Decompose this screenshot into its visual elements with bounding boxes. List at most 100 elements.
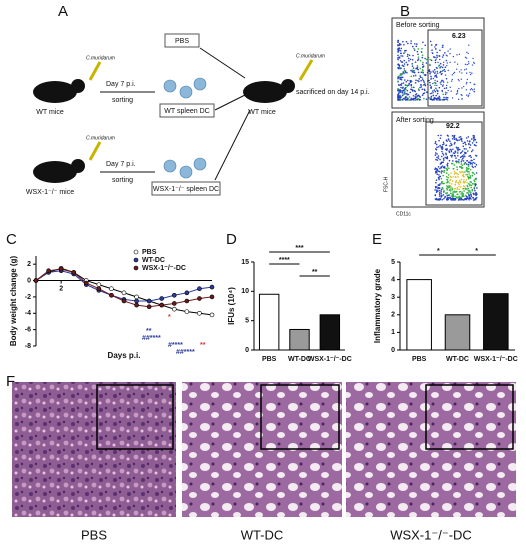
event-dot bbox=[451, 189, 454, 191]
event-dot bbox=[466, 184, 468, 187]
event-dot bbox=[446, 166, 449, 168]
event-dot bbox=[471, 72, 473, 74]
event-dot bbox=[457, 149, 459, 152]
event-dot bbox=[474, 183, 477, 185]
event-dot bbox=[447, 89, 449, 92]
event-dot bbox=[450, 142, 452, 145]
event-dot bbox=[400, 78, 403, 81]
arrow bbox=[214, 109, 251, 181]
event-dot bbox=[470, 186, 473, 189]
event-dot bbox=[470, 88, 473, 90]
y-tick-label: 4 bbox=[391, 276, 395, 283]
event-dot bbox=[407, 93, 410, 96]
event-dot bbox=[442, 187, 444, 190]
event-dot bbox=[467, 95, 469, 98]
event-dot bbox=[428, 63, 431, 66]
event-dot bbox=[413, 49, 416, 51]
legend-label: PBS bbox=[142, 249, 157, 256]
event-dot bbox=[466, 173, 468, 176]
event-dot bbox=[451, 199, 454, 201]
event-dot bbox=[471, 64, 474, 66]
point bbox=[134, 294, 139, 300]
point bbox=[96, 282, 102, 287]
event-dot bbox=[439, 144, 441, 147]
event-dot bbox=[436, 99, 438, 101]
event-dot bbox=[467, 189, 470, 192]
event-dot bbox=[401, 61, 403, 63]
event-dot bbox=[449, 86, 451, 89]
event-dot bbox=[437, 61, 439, 64]
event-dot bbox=[462, 145, 465, 148]
event-dot bbox=[401, 94, 404, 97]
event-dot bbox=[449, 190, 452, 192]
event-dot bbox=[468, 92, 471, 95]
event-dot bbox=[422, 79, 425, 82]
event-dot bbox=[417, 71, 420, 74]
event-dot bbox=[407, 42, 409, 45]
event-dot bbox=[417, 68, 419, 71]
event-dot bbox=[452, 152, 455, 154]
event-dot bbox=[404, 51, 406, 53]
event-dot bbox=[413, 86, 415, 89]
event-dot bbox=[436, 72, 439, 74]
event-dot bbox=[457, 154, 459, 157]
significance: ##**** bbox=[142, 335, 161, 342]
event-dot bbox=[401, 98, 404, 101]
event-dot bbox=[454, 155, 457, 157]
event-dot bbox=[446, 169, 448, 172]
event-dot bbox=[469, 71, 471, 74]
event-dot bbox=[435, 48, 437, 50]
event-dot bbox=[429, 71, 431, 73]
event-dot bbox=[404, 71, 407, 74]
event-dot bbox=[437, 97, 439, 99]
event-dot bbox=[458, 195, 460, 198]
event-dot bbox=[438, 193, 441, 196]
event-dot bbox=[417, 79, 419, 82]
event-dot bbox=[438, 187, 441, 189]
event-dot bbox=[438, 55, 441, 57]
event-dot bbox=[451, 180, 454, 182]
event-dot bbox=[444, 93, 447, 96]
event-dot bbox=[404, 90, 406, 93]
event-dot bbox=[467, 187, 470, 190]
point bbox=[171, 292, 177, 298]
event-dot bbox=[472, 196, 474, 199]
event-dot bbox=[475, 144, 477, 147]
event-dot bbox=[444, 91, 447, 94]
event-dot bbox=[399, 94, 401, 97]
event-dot bbox=[417, 56, 420, 58]
event-dot bbox=[433, 99, 435, 101]
event-dot bbox=[434, 142, 437, 145]
event-dot bbox=[469, 184, 471, 187]
y-tick-label: 5 bbox=[245, 318, 249, 325]
event-dot bbox=[451, 193, 454, 195]
event-dot bbox=[397, 39, 399, 42]
event-dot bbox=[472, 140, 475, 142]
bar bbox=[444, 314, 471, 351]
event-dot bbox=[448, 189, 451, 192]
event-dot bbox=[455, 181, 457, 183]
point bbox=[46, 268, 51, 274]
event-dot bbox=[437, 134, 440, 137]
event-dot bbox=[402, 97, 405, 100]
event-dot bbox=[421, 63, 424, 66]
event-dot bbox=[458, 71, 461, 73]
event-dot bbox=[464, 171, 466, 173]
event-dot bbox=[441, 90, 444, 93]
event-dot bbox=[442, 191, 445, 193]
event-dot bbox=[405, 61, 408, 64]
event-dot bbox=[456, 160, 458, 163]
event-dot bbox=[441, 148, 443, 151]
event-dot bbox=[406, 64, 409, 66]
event-dot bbox=[460, 163, 463, 165]
event-dot bbox=[406, 89, 409, 92]
event-dot bbox=[404, 49, 406, 52]
event-dot bbox=[438, 189, 441, 192]
event-dot bbox=[436, 56, 438, 58]
event-dot bbox=[441, 161, 443, 164]
bar bbox=[406, 279, 432, 351]
event-dot bbox=[441, 70, 443, 73]
event-dot bbox=[459, 180, 462, 183]
event-dot bbox=[435, 179, 438, 182]
event-dot bbox=[436, 146, 438, 149]
